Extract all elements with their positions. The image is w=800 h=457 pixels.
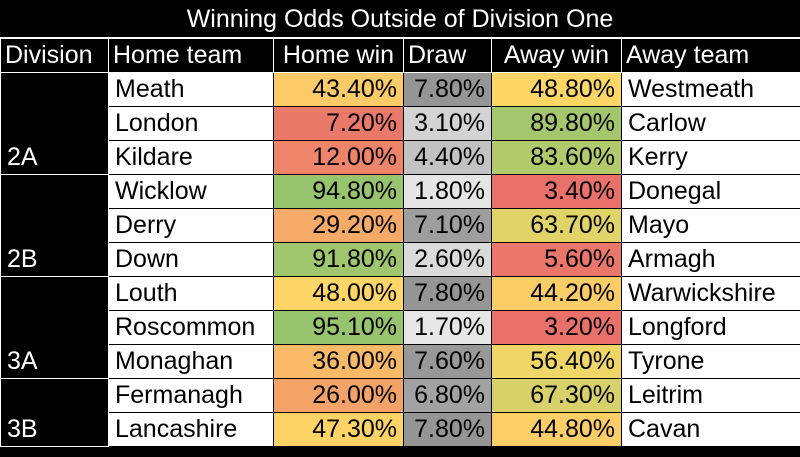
home-win-cell: 95.10% bbox=[273, 310, 404, 345]
draw-cell: 7.80% bbox=[403, 412, 492, 447]
home-win-cell: 26.00% bbox=[273, 378, 404, 413]
table-row: Monaghan 36.00% 7.60% 56.40% Tyrone bbox=[1, 344, 800, 379]
draw-cell: 2.60% bbox=[403, 242, 492, 277]
header-away-team: Away team bbox=[621, 38, 800, 73]
away-team-cell: Carlow bbox=[621, 106, 800, 141]
table-row: Kildare 12.00% 4.40% 83.60% Kerry bbox=[1, 140, 800, 175]
home-team-cell: Roscommon bbox=[108, 310, 274, 345]
home-team-cell: Fermanagh bbox=[108, 378, 274, 413]
home-team-cell: Kildare bbox=[108, 140, 274, 175]
home-win-cell: 47.30% bbox=[273, 412, 404, 447]
header-away-win: Away win bbox=[491, 38, 622, 73]
away-team-cell: Kerry bbox=[621, 140, 800, 175]
table-row: London 7.20% 3.10% 89.80% Carlow bbox=[1, 106, 800, 141]
draw-cell: 7.10% bbox=[403, 208, 492, 243]
table-body: 2A Meath 43.40% 7.80% 48.80% Westmeath London 7… bbox=[0, 72, 800, 447]
division-label: 2A bbox=[0, 72, 109, 175]
away-win-cell: 83.60% bbox=[491, 140, 622, 175]
division-label: 2B bbox=[0, 174, 109, 277]
away-win-cell: 67.30% bbox=[491, 378, 622, 413]
home-team-cell: Derry bbox=[108, 208, 274, 243]
header-home-team: Home team bbox=[108, 38, 274, 73]
division-label: 3A bbox=[0, 276, 109, 379]
home-win-cell: 91.80% bbox=[273, 242, 404, 277]
home-team-cell: London bbox=[108, 106, 274, 141]
draw-cell: 7.80% bbox=[403, 72, 492, 107]
home-team-cell: Louth bbox=[108, 276, 274, 311]
odds-table: Division Home team Home win Draw Away wi… bbox=[0, 38, 800, 447]
home-team-cell: Wicklow bbox=[108, 174, 274, 209]
away-team-cell: Armagh bbox=[621, 242, 800, 277]
draw-cell: 1.80% bbox=[403, 174, 492, 209]
table-row: 3A Louth 48.00% 7.80% 44.20% Warwickshire bbox=[0, 276, 800, 379]
home-win-cell: 12.00% bbox=[273, 140, 404, 175]
away-team-cell: Longford bbox=[621, 310, 800, 345]
draw-cell: 7.60% bbox=[403, 344, 492, 379]
home-team-cell: Monaghan bbox=[108, 344, 274, 379]
home-team-cell: Meath bbox=[108, 72, 274, 107]
away-team-cell: Mayo bbox=[621, 208, 800, 243]
table-row: 3B Fermanagh 26.00% 6.80% 67.30% Leitrim bbox=[0, 378, 800, 447]
draw-cell: 3.10% bbox=[403, 106, 492, 141]
table-row: 2A Meath 43.40% 7.80% 48.80% Westmeath bbox=[0, 72, 800, 175]
away-win-cell: 44.80% bbox=[491, 412, 622, 447]
away-team-cell: Tyrone bbox=[621, 344, 800, 379]
draw-cell: 6.80% bbox=[403, 378, 492, 413]
home-win-cell: 7.20% bbox=[273, 106, 404, 141]
away-team-cell: Westmeath bbox=[621, 72, 800, 107]
table-row: Lancashire 47.30% 7.80% 44.80% Cavan bbox=[1, 412, 800, 447]
division-label: 3B bbox=[0, 378, 109, 447]
away-win-cell: 56.40% bbox=[491, 344, 622, 379]
home-team-cell: Lancashire bbox=[108, 412, 274, 447]
header-row: Division Home team Home win Draw Away wi… bbox=[0, 38, 800, 73]
header-home-win: Home win bbox=[273, 38, 404, 73]
table-row: Roscommon 95.10% 1.70% 3.20% Longford bbox=[1, 310, 800, 345]
home-win-cell: 36.00% bbox=[273, 344, 404, 379]
header-draw: Draw bbox=[403, 38, 492, 73]
away-win-cell: 3.40% bbox=[491, 174, 622, 209]
home-win-cell: 94.80% bbox=[273, 174, 404, 209]
table-row: 2B Wicklow 94.80% 1.80% 3.40% Donegal bbox=[0, 174, 800, 277]
away-team-cell: Leitrim bbox=[621, 378, 800, 413]
away-team-cell: Donegal bbox=[621, 174, 800, 209]
draw-cell: 1.70% bbox=[403, 310, 492, 345]
home-team-cell: Down bbox=[108, 242, 274, 277]
home-win-cell: 48.00% bbox=[273, 276, 404, 311]
home-win-cell: 29.20% bbox=[273, 208, 404, 243]
header-division: Division bbox=[0, 38, 109, 73]
table-row: Derry 29.20% 7.10% 63.70% Mayo bbox=[1, 208, 800, 243]
draw-cell: 7.80% bbox=[403, 276, 492, 311]
table-row: Down 91.80% 2.60% 5.60% Armagh bbox=[1, 242, 800, 277]
away-team-cell: Cavan bbox=[621, 412, 800, 447]
away-win-cell: 3.20% bbox=[491, 310, 622, 345]
chart-title: Winning Odds Outside of Division One bbox=[0, 0, 800, 38]
away-win-cell: 63.70% bbox=[491, 208, 622, 243]
draw-cell: 4.40% bbox=[403, 140, 492, 175]
away-win-cell: 89.80% bbox=[491, 106, 622, 141]
away-win-cell: 5.60% bbox=[491, 242, 622, 277]
away-win-cell: 48.80% bbox=[491, 72, 622, 107]
away-win-cell: 44.20% bbox=[491, 276, 622, 311]
home-win-cell: 43.40% bbox=[273, 72, 404, 107]
away-team-cell: Warwickshire bbox=[621, 276, 800, 311]
